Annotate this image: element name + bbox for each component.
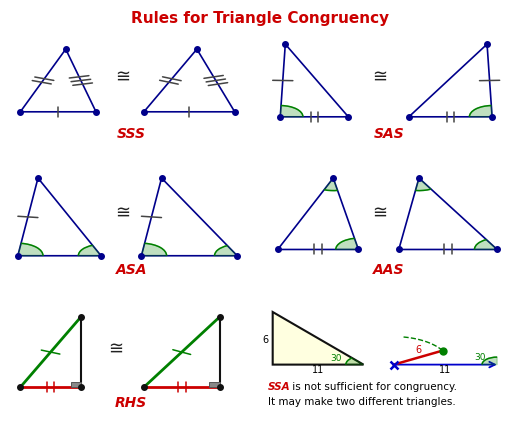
Text: 30: 30 xyxy=(331,354,342,363)
Text: RHS: RHS xyxy=(115,397,148,410)
Text: ≅: ≅ xyxy=(372,204,387,222)
Polygon shape xyxy=(18,243,43,256)
Text: SAS: SAS xyxy=(373,127,404,141)
Text: 6: 6 xyxy=(415,345,422,355)
Polygon shape xyxy=(415,178,431,191)
Polygon shape xyxy=(272,312,363,365)
Polygon shape xyxy=(71,382,81,387)
Polygon shape xyxy=(482,357,497,365)
Text: ≅: ≅ xyxy=(372,69,387,87)
Polygon shape xyxy=(280,105,303,117)
Text: It may make two different triangles.: It may make two different triangles. xyxy=(268,397,456,407)
Polygon shape xyxy=(474,240,497,250)
Text: AAS: AAS xyxy=(373,263,405,276)
Text: ≅: ≅ xyxy=(115,204,130,222)
Text: SSA: SSA xyxy=(268,382,290,392)
Text: 6: 6 xyxy=(263,334,269,345)
Text: 11: 11 xyxy=(439,365,451,375)
Text: 11: 11 xyxy=(312,365,324,375)
Polygon shape xyxy=(141,243,166,256)
Polygon shape xyxy=(79,245,101,256)
Polygon shape xyxy=(324,178,337,191)
Polygon shape xyxy=(470,105,492,117)
Text: is not sufficient for congruency.: is not sufficient for congruency. xyxy=(289,382,457,392)
Polygon shape xyxy=(215,246,237,256)
Text: Rules for Triangle Congruency: Rules for Triangle Congruency xyxy=(131,11,389,26)
Polygon shape xyxy=(336,238,358,250)
Text: SSS: SSS xyxy=(117,127,146,141)
Text: 30: 30 xyxy=(474,353,486,362)
Text: ≅: ≅ xyxy=(109,340,124,359)
Text: ASA: ASA xyxy=(115,263,147,276)
Polygon shape xyxy=(210,382,219,387)
Polygon shape xyxy=(346,358,363,365)
Text: ≅: ≅ xyxy=(115,69,130,87)
